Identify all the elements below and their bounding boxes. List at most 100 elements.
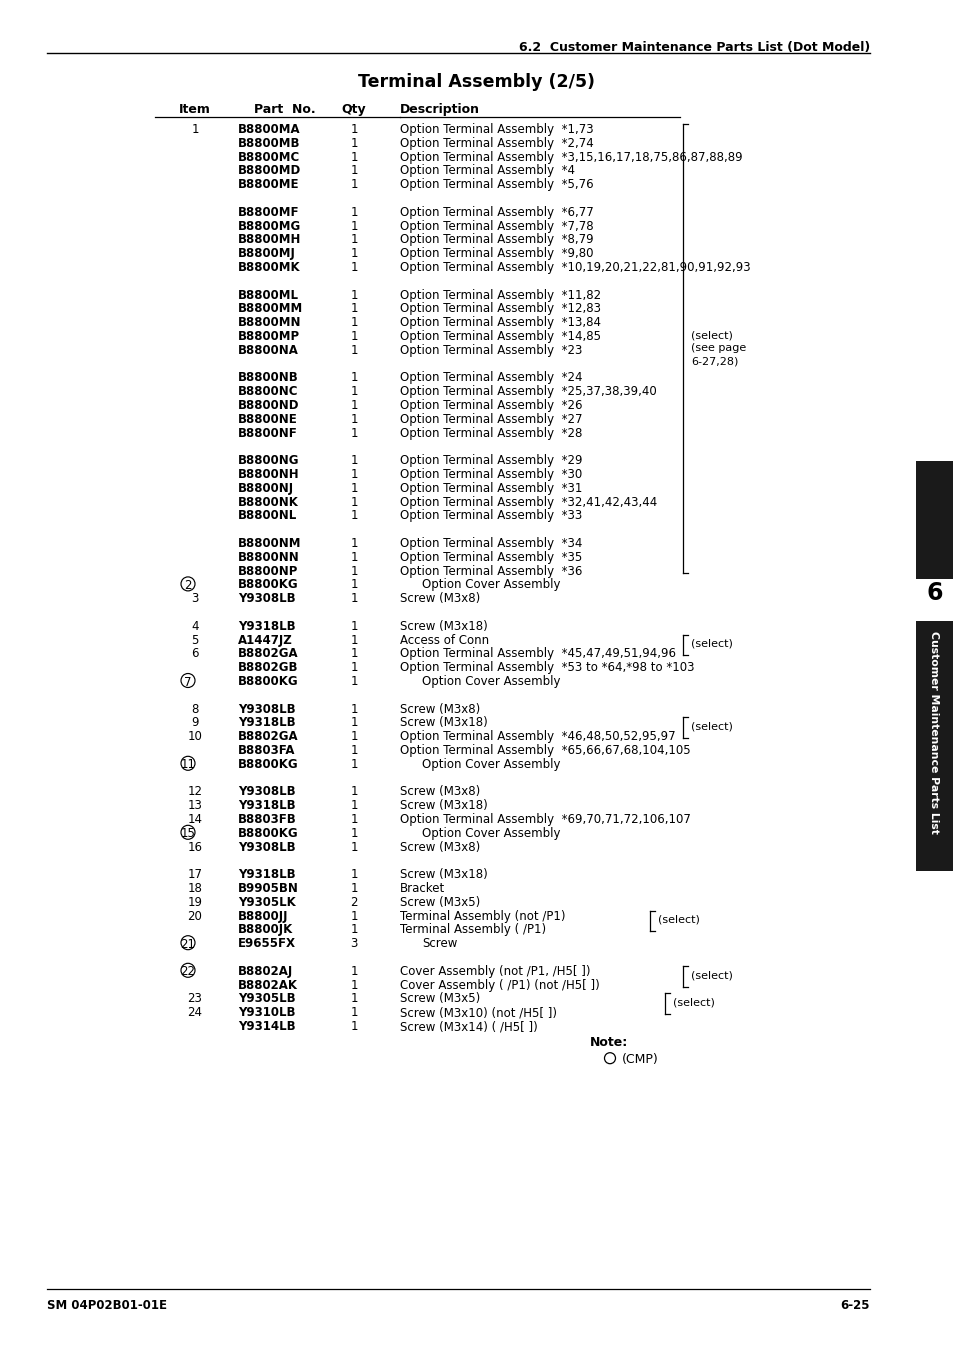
Text: 18: 18 xyxy=(188,882,202,894)
Text: B8800MD: B8800MD xyxy=(237,165,301,177)
Text: Option Terminal Assembly  *33: Option Terminal Assembly *33 xyxy=(399,509,581,523)
Text: Option Terminal Assembly  *26: Option Terminal Assembly *26 xyxy=(399,399,582,412)
Text: B8800NJ: B8800NJ xyxy=(237,482,294,494)
Text: B8800ME: B8800ME xyxy=(237,178,299,192)
Text: 21: 21 xyxy=(180,938,195,951)
Text: Screw: Screw xyxy=(421,938,456,950)
Text: Option Terminal Assembly  *6,77: Option Terminal Assembly *6,77 xyxy=(399,205,593,219)
Text: Access of Conn: Access of Conn xyxy=(399,634,489,647)
Text: B8800MK: B8800MK xyxy=(237,261,300,274)
Text: B8800MP: B8800MP xyxy=(237,330,300,343)
Text: Option Terminal Assembly  *35: Option Terminal Assembly *35 xyxy=(399,551,581,563)
Text: Cover Assembly (not /P1, /H5[ ]): Cover Assembly (not /P1, /H5[ ]) xyxy=(399,965,590,978)
Text: Option Terminal Assembly  *3,15,16,17,18,75,86,87,88,89: Option Terminal Assembly *3,15,16,17,18,… xyxy=(399,150,741,163)
Text: B8800NN: B8800NN xyxy=(237,551,299,563)
Text: (select): (select) xyxy=(690,639,732,648)
Text: Y9318LB: Y9318LB xyxy=(237,800,295,812)
Text: 1: 1 xyxy=(350,316,357,330)
Text: B8800KG: B8800KG xyxy=(237,758,298,771)
Text: 1: 1 xyxy=(350,123,357,136)
Text: Screw (M3x8): Screw (M3x8) xyxy=(399,840,479,854)
Text: Terminal Assembly ( /P1): Terminal Assembly ( /P1) xyxy=(399,923,545,936)
Text: Option Cover Assembly: Option Cover Assembly xyxy=(421,827,560,840)
Text: (select): (select) xyxy=(690,330,732,340)
Text: 24: 24 xyxy=(188,1006,202,1019)
Text: Option Terminal Assembly  *2,74: Option Terminal Assembly *2,74 xyxy=(399,136,593,150)
Text: B8800JK: B8800JK xyxy=(237,923,293,936)
Text: 1: 1 xyxy=(350,399,357,412)
Text: 1: 1 xyxy=(350,758,357,771)
Text: Screw (M3x18): Screw (M3x18) xyxy=(399,800,487,812)
Text: 1: 1 xyxy=(350,1020,357,1034)
Text: B8802GB: B8802GB xyxy=(237,661,298,674)
Text: Option Terminal Assembly  *34: Option Terminal Assembly *34 xyxy=(399,536,581,550)
Text: 1: 1 xyxy=(191,123,198,136)
Text: Terminal Assembly (2/5): Terminal Assembly (2/5) xyxy=(358,73,595,91)
Text: Y9308LB: Y9308LB xyxy=(237,785,295,798)
Text: 1: 1 xyxy=(350,150,357,163)
Text: B8800NK: B8800NK xyxy=(237,496,298,508)
Text: Screw (M3x5): Screw (M3x5) xyxy=(399,993,479,1005)
Text: (select): (select) xyxy=(672,998,714,1008)
Text: Screw (M3x8): Screw (M3x8) xyxy=(399,592,479,605)
Text: B8803FB: B8803FB xyxy=(237,813,296,825)
Text: 9: 9 xyxy=(191,716,198,730)
Text: Cover Assembly ( /P1) (not /H5[ ]): Cover Assembly ( /P1) (not /H5[ ]) xyxy=(399,978,599,992)
Text: Option Terminal Assembly  *45,47,49,51,94,96: Option Terminal Assembly *45,47,49,51,94… xyxy=(399,647,676,661)
Text: E9655FX: E9655FX xyxy=(237,938,295,950)
Text: B8800MM: B8800MM xyxy=(237,303,303,315)
Text: B8800KG: B8800KG xyxy=(237,676,298,688)
Text: Option Terminal Assembly  *28: Option Terminal Assembly *28 xyxy=(399,427,581,439)
Text: 1: 1 xyxy=(350,385,357,399)
Text: B8800ML: B8800ML xyxy=(237,289,298,301)
Text: Part  No.: Part No. xyxy=(253,103,315,116)
Text: (CMP): (CMP) xyxy=(621,1054,659,1066)
Text: 1: 1 xyxy=(350,993,357,1005)
Text: 1: 1 xyxy=(350,482,357,494)
Text: 1: 1 xyxy=(350,247,357,261)
Text: Option Terminal Assembly  *10,19,20,21,22,81,90,91,92,93: Option Terminal Assembly *10,19,20,21,22… xyxy=(399,261,750,274)
Text: 1: 1 xyxy=(350,1006,357,1019)
Text: 1: 1 xyxy=(350,827,357,840)
Text: (select): (select) xyxy=(658,915,700,925)
Text: Option Terminal Assembly  *31: Option Terminal Assembly *31 xyxy=(399,482,581,494)
Text: Screw (M3x18): Screw (M3x18) xyxy=(399,869,487,881)
Text: Terminal Assembly (not /P1): Terminal Assembly (not /P1) xyxy=(399,909,565,923)
Text: Option Cover Assembly: Option Cover Assembly xyxy=(421,676,560,688)
Text: Option Terminal Assembly  *4: Option Terminal Assembly *4 xyxy=(399,165,575,177)
Text: 1: 1 xyxy=(350,205,357,219)
Text: 1: 1 xyxy=(350,882,357,894)
Text: 1: 1 xyxy=(350,676,357,688)
Text: 1: 1 xyxy=(350,136,357,150)
Text: 14: 14 xyxy=(188,813,202,825)
Text: Y9318LB: Y9318LB xyxy=(237,620,295,632)
Text: Customer Maintenance Parts List: Customer Maintenance Parts List xyxy=(928,631,939,834)
Text: B8800KG: B8800KG xyxy=(237,578,298,592)
Text: Y9305LK: Y9305LK xyxy=(237,896,295,909)
Text: Option Terminal Assembly  *8,79: Option Terminal Assembly *8,79 xyxy=(399,234,593,246)
Text: Y9314LB: Y9314LB xyxy=(237,1020,295,1034)
Text: B9905BN: B9905BN xyxy=(237,882,298,894)
Text: 20: 20 xyxy=(188,909,202,923)
Text: 23: 23 xyxy=(188,993,202,1005)
Text: Option Terminal Assembly  *24: Option Terminal Assembly *24 xyxy=(399,372,582,385)
Text: Option Terminal Assembly  *23: Option Terminal Assembly *23 xyxy=(399,343,581,357)
Text: 1: 1 xyxy=(350,509,357,523)
Text: Y9310LB: Y9310LB xyxy=(237,1006,295,1019)
Text: A1447JZ: A1447JZ xyxy=(237,634,293,647)
Text: 1: 1 xyxy=(350,923,357,936)
Text: B8800NM: B8800NM xyxy=(237,536,301,550)
Text: 1: 1 xyxy=(350,744,357,757)
Text: Y9318LB: Y9318LB xyxy=(237,869,295,881)
Text: (select): (select) xyxy=(690,970,732,981)
Text: B8803FA: B8803FA xyxy=(237,744,295,757)
Text: 1: 1 xyxy=(350,869,357,881)
Text: B8802GA: B8802GA xyxy=(237,730,298,743)
Text: Y9308LB: Y9308LB xyxy=(237,592,295,605)
Text: 1: 1 xyxy=(350,730,357,743)
Text: B8800MJ: B8800MJ xyxy=(237,247,295,261)
Text: B8800NA: B8800NA xyxy=(237,343,298,357)
Text: 1: 1 xyxy=(350,178,357,192)
Text: Option Terminal Assembly  *1,73: Option Terminal Assembly *1,73 xyxy=(399,123,593,136)
Text: Option Terminal Assembly  *65,66,67,68,104,105: Option Terminal Assembly *65,66,67,68,10… xyxy=(399,744,690,757)
